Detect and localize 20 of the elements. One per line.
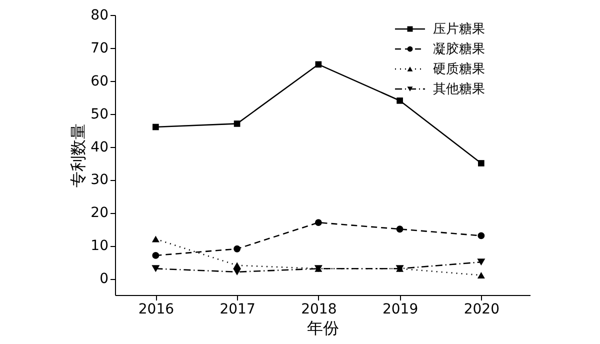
legend-label: 凝胶糖果 bbox=[433, 42, 485, 57]
y-tick-label: 20 bbox=[90, 205, 108, 222]
legend-label: 压片糖果 bbox=[433, 22, 485, 37]
y-tick-label: 40 bbox=[90, 139, 108, 156]
y-tick-label: 0 bbox=[100, 271, 108, 288]
legend-label: 硬质糖果 bbox=[433, 62, 485, 77]
x-tick-label: 2017 bbox=[220, 302, 256, 318]
y-tick-label: 30 bbox=[90, 172, 108, 188]
x-tick-label: 2020 bbox=[464, 302, 500, 318]
x-tick-label: 2019 bbox=[382, 302, 418, 318]
x-tick-label: 2016 bbox=[138, 302, 174, 318]
y-tick-label: 60 bbox=[90, 73, 108, 90]
y-tick-label: 10 bbox=[90, 238, 108, 254]
y-tick-label: 70 bbox=[90, 40, 108, 56]
y-axis-title: 专利数量 bbox=[68, 124, 88, 188]
legend-label: 其他糖果 bbox=[433, 82, 485, 97]
x-tick-label: 2018 bbox=[301, 302, 337, 318]
x-axis-title: 年份 bbox=[307, 318, 339, 338]
y-tick-label: 50 bbox=[90, 106, 108, 122]
y-tick-label: 80 bbox=[90, 8, 108, 24]
